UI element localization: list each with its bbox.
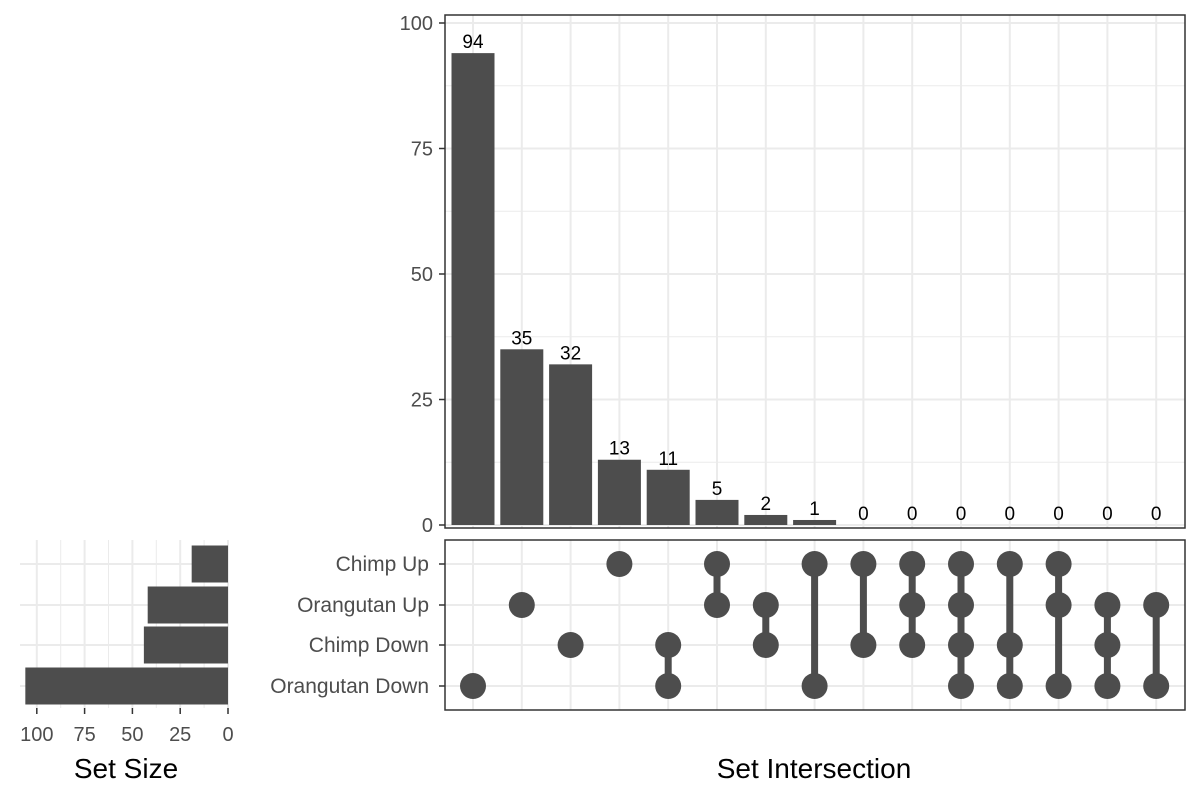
y-tick-label: 50 bbox=[411, 264, 433, 286]
matrix-dot bbox=[996, 551, 1023, 577]
intersection-bar-label: 32 bbox=[560, 343, 581, 364]
intersection-bar-label: 13 bbox=[609, 439, 630, 460]
intersection-y-axis: 0 25 50 75 100 bbox=[400, 13, 445, 537]
matrix-dot bbox=[899, 551, 926, 577]
intersection-bar bbox=[500, 349, 544, 525]
matrix-dots bbox=[460, 551, 1170, 699]
matrix-dot bbox=[948, 551, 974, 577]
set-size-bar bbox=[191, 545, 228, 583]
intersection-bar bbox=[744, 514, 788, 525]
y-tick-label: 75 bbox=[411, 139, 433, 161]
intersection-bar-label: 0 bbox=[1102, 504, 1113, 525]
matrix-dot bbox=[801, 551, 828, 577]
matrix-dot bbox=[752, 632, 779, 658]
set-size-x-axis: 100 75 50 25 0 bbox=[20, 708, 234, 746]
set-size-tick-label: 75 bbox=[73, 724, 95, 746]
intersection-bar bbox=[646, 469, 690, 525]
intersection-bars bbox=[451, 53, 837, 526]
set-size-tick-label: 25 bbox=[169, 724, 191, 746]
matrix-dot bbox=[996, 673, 1023, 699]
y-tick-label: 0 bbox=[422, 515, 433, 537]
intersection-bar-label: 0 bbox=[956, 504, 967, 525]
intersection-bar-label: 0 bbox=[1005, 504, 1016, 525]
matrix-dot bbox=[850, 632, 877, 658]
set-size-tick-label: 100 bbox=[20, 724, 53, 746]
intersection-bar bbox=[793, 519, 837, 525]
set-size-bars bbox=[25, 545, 228, 705]
matrix-dot bbox=[899, 632, 926, 658]
y-tick-label: 100 bbox=[400, 13, 433, 35]
matrix-dot bbox=[948, 632, 974, 658]
intersection-bar bbox=[549, 364, 593, 525]
matrix-dot bbox=[1045, 592, 1072, 618]
intersection-bar-label: 1 bbox=[809, 499, 820, 520]
matrix-dot bbox=[996, 632, 1023, 658]
matrix-dot bbox=[704, 592, 730, 618]
intersection-bar-label: 0 bbox=[1151, 504, 1162, 525]
matrix-dot bbox=[508, 592, 535, 618]
matrix-dot bbox=[1045, 673, 1072, 699]
matrix-dot bbox=[704, 551, 730, 577]
set-size-tick-label: 0 bbox=[222, 724, 233, 746]
matrix-dot bbox=[655, 632, 682, 658]
set-name-label: Chimp Down bbox=[309, 634, 429, 657]
set-intersection-axis-title: Set Intersection bbox=[717, 753, 912, 784]
set-size-bar bbox=[25, 667, 228, 705]
matrix-dot bbox=[606, 551, 633, 577]
intersection-bar bbox=[451, 53, 495, 526]
set-name-label: Orangutan Up bbox=[297, 594, 429, 617]
matrix-dot bbox=[1094, 673, 1121, 699]
intersection-bar bbox=[597, 459, 641, 525]
intersection-bar-label: 0 bbox=[858, 504, 869, 525]
matrix-dot bbox=[752, 592, 779, 618]
matrix-dot bbox=[1094, 632, 1121, 658]
matrix-dot bbox=[801, 673, 828, 699]
matrix-dot bbox=[850, 551, 877, 577]
intersection-bar-label: 0 bbox=[907, 504, 918, 525]
set-name-label: Chimp Up bbox=[336, 553, 429, 576]
matrix-dot bbox=[948, 673, 974, 699]
intersection-panel-border bbox=[444, 14, 1186, 529]
matrix-dot bbox=[460, 673, 486, 699]
intersection-bar-label: 5 bbox=[712, 479, 723, 500]
matrix-dot bbox=[1094, 592, 1121, 618]
set-names: Chimp Up Orangutan Up Chimp Down Orangutan … bbox=[270, 553, 445, 698]
intersection-bar-labels: 94 35 32 13 11 5 2 1 0 0 0 0 0 0 0 bbox=[462, 32, 1161, 525]
matrix-dot bbox=[1045, 551, 1072, 577]
matrix-panel-border bbox=[444, 539, 1186, 711]
intersection-bar-label: 94 bbox=[462, 32, 484, 53]
set-size-axis-title: Set Size bbox=[74, 753, 178, 784]
matrix-dot bbox=[1143, 673, 1170, 699]
set-size-tick-label: 50 bbox=[121, 724, 143, 746]
set-size-bar bbox=[147, 586, 228, 624]
intersection-bar bbox=[695, 499, 739, 525]
matrix-dot bbox=[1143, 592, 1170, 618]
matrix-dot bbox=[557, 632, 584, 658]
matrix-dot bbox=[948, 592, 974, 618]
intersection-bar-label: 0 bbox=[1053, 504, 1064, 525]
matrix-dot bbox=[655, 673, 682, 699]
matrix-dot bbox=[899, 592, 926, 618]
y-tick-label: 25 bbox=[411, 390, 433, 412]
intersection-bar-label: 2 bbox=[761, 494, 772, 515]
set-name-label: Orangutan Down bbox=[270, 675, 429, 698]
intersection-bar-label: 11 bbox=[658, 449, 678, 470]
intersection-bar-label: 35 bbox=[511, 328, 532, 349]
set-size-bar bbox=[143, 626, 228, 664]
